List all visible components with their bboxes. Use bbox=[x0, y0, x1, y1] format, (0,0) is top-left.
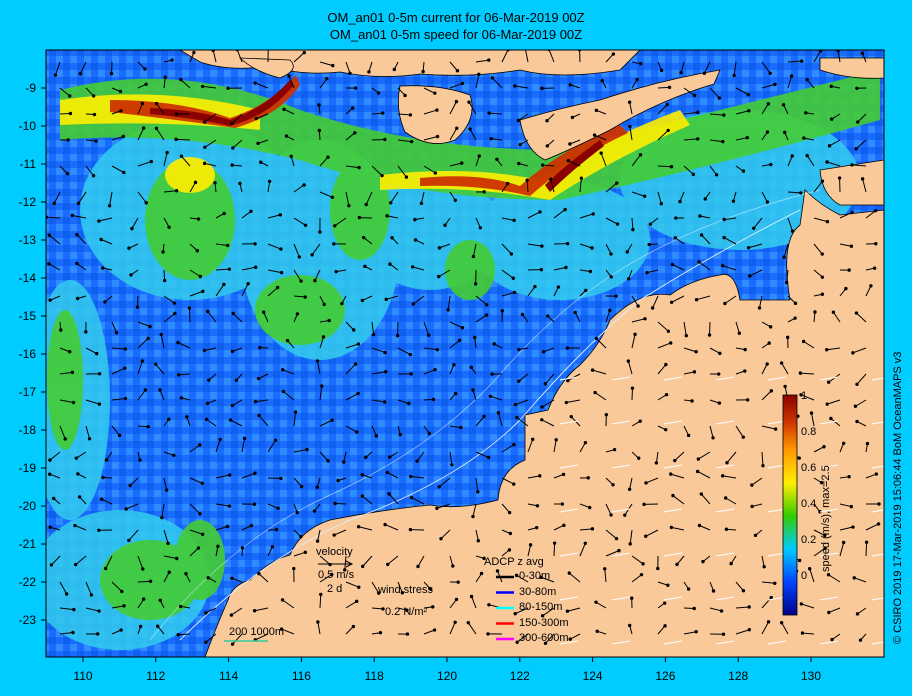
y-tick-label: -11 bbox=[20, 157, 37, 171]
x-tick-label: 122 bbox=[510, 669, 530, 683]
x-tick-label: 114 bbox=[219, 669, 238, 683]
copyright-label: © CSIRO 2019 17-Mar-2019 15:06:44 BoM Oc… bbox=[892, 351, 904, 644]
colorbar-tick-label: 1 bbox=[801, 390, 807, 402]
adcp-title: ADCP z avg bbox=[484, 556, 544, 568]
y-tick-label: -12 bbox=[19, 195, 37, 209]
speed-field bbox=[46, 50, 884, 657]
adcp-legend-item: 150-300m bbox=[519, 616, 569, 629]
adcp-legend-item: 300-600m bbox=[519, 632, 569, 644]
y-tick-label: -18 bbox=[19, 423, 37, 437]
x-tick-label: 116 bbox=[292, 669, 311, 683]
y-tick-label: -19 bbox=[19, 461, 37, 475]
map-title: OM_an01 0-5m current for 06-Mar-2019 00Z bbox=[327, 10, 585, 25]
velocity-label: velocity bbox=[316, 546, 353, 558]
y-tick-label: -10 bbox=[19, 119, 37, 133]
velocity-time: 2 d bbox=[327, 583, 343, 595]
y-axis: -9 -10 -11 -12 -13 -14 -15 -16 -17 -18 -19 -20 -21 -2… bbox=[19, 81, 46, 627]
colorbar-tick-label: 0.6 bbox=[801, 462, 816, 474]
x-tick-label: 124 bbox=[583, 669, 603, 683]
y-tick-label: -16 bbox=[19, 347, 37, 361]
y-tick-label: -23 bbox=[19, 613, 37, 627]
land-north bbox=[179, 50, 884, 161]
wind-stress-label: wind stress bbox=[378, 584, 434, 596]
x-tick-label: 118 bbox=[365, 669, 384, 683]
adcp-legend-item: 0-30m bbox=[519, 570, 551, 582]
adcp-legend-item: 80-150m bbox=[519, 601, 563, 613]
y-tick-label: -20 bbox=[19, 499, 37, 513]
x-tick-label: 110 bbox=[73, 669, 92, 683]
colorbar-tick-label: 0.2 bbox=[801, 534, 816, 546]
y-tick-label: -15 bbox=[19, 309, 37, 323]
colorbar: 1 0.8 0.6 0.4 0.2 0 bbox=[782, 390, 816, 616]
velocity-speed: 0.5 m/s bbox=[318, 569, 355, 581]
colorbar-tick-label: 0.8 bbox=[801, 426, 816, 438]
x-axis: 110 112 114 116 118 120 122 124 126 128 130 bbox=[73, 657, 821, 683]
colorbar-tick-label: 0.4 bbox=[801, 498, 816, 510]
x-tick-label: 126 bbox=[655, 669, 675, 683]
map-subtitle: OM_an01 0-5m speed for 06-Mar-2019 00Z bbox=[329, 27, 583, 42]
y-tick-label: -22 bbox=[19, 575, 37, 589]
colorbar-tick-label: 0 bbox=[801, 570, 807, 582]
y-tick-label: -17 bbox=[19, 385, 37, 399]
adcp-legend-item: 30-80m bbox=[519, 585, 557, 598]
x-tick-label: 130 bbox=[801, 669, 821, 683]
x-tick-label: 120 bbox=[437, 669, 457, 683]
scale-label: 200 1000m bbox=[229, 626, 285, 638]
y-tick-label: -14 bbox=[19, 271, 37, 285]
x-tick-label: 128 bbox=[728, 669, 748, 683]
y-tick-label: -9 bbox=[25, 81, 36, 95]
y-tick-label: -13 bbox=[19, 233, 37, 247]
colorbar-label: speed (m/s), max=2.5 bbox=[820, 465, 832, 572]
x-tick-label: 112 bbox=[146, 669, 165, 683]
y-tick-label: -21 bbox=[19, 537, 37, 551]
land-australia bbox=[204, 189, 884, 657]
wind-stress-value: 0.2 N/m² bbox=[385, 606, 428, 618]
